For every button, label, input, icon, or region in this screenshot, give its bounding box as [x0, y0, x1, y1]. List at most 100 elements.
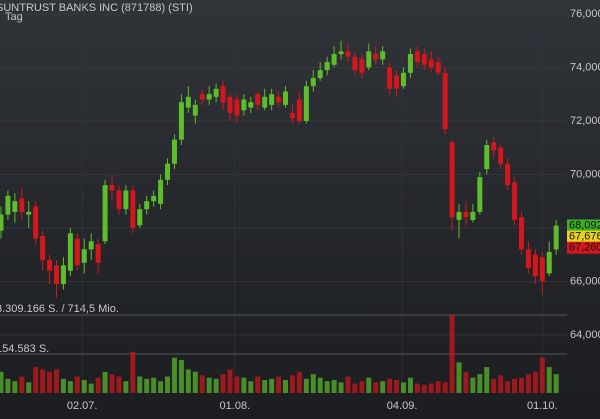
volume-bar [532, 371, 538, 393]
volume-bar [553, 374, 559, 393]
volume-bar [484, 367, 490, 393]
volume-bar [283, 380, 289, 393]
candle-body [387, 67, 393, 89]
candle-body [19, 198, 25, 212]
candle-body [532, 254, 538, 277]
candle-body [227, 96, 233, 113]
y-tick-label: 66,000 [570, 275, 600, 287]
volume-bar [185, 369, 191, 393]
volume-bar [442, 382, 448, 393]
candle-body [26, 211, 32, 215]
volume-bar [67, 381, 73, 393]
candle-body [449, 142, 455, 218]
volume-bar [74, 376, 80, 393]
volume-bar [525, 374, 531, 393]
y-tick-label: 74,000 [570, 61, 600, 73]
volume-annotation: 3.309.166 S. / 714,5 Mio. [0, 303, 119, 315]
volume-bar [5, 378, 11, 393]
candle-body [123, 190, 129, 210]
candle-body [414, 51, 420, 63]
candle-body [421, 54, 427, 65]
candle-body [498, 147, 504, 164]
volume-bar [158, 381, 164, 393]
candle-body [470, 211, 476, 220]
volume-bar [137, 376, 143, 393]
volume-bar [394, 380, 400, 393]
volume-bar [352, 383, 358, 393]
candle-body [234, 99, 240, 116]
chart-title: SUNTRUST BANKS INC (871788) (STI) [0, 2, 193, 14]
volume-annotation: 154.583 S. [0, 343, 49, 355]
volume-bar [428, 383, 434, 393]
candle-body [178, 102, 184, 140]
candle-body [158, 179, 164, 204]
volume-bar [387, 378, 393, 393]
candle-body [289, 112, 295, 119]
candle-body [525, 249, 531, 269]
volume-bar [102, 371, 108, 393]
volume-bar [88, 383, 94, 393]
volume-bar [463, 371, 469, 393]
candle-body [324, 62, 330, 71]
x-tick-label: 01.10. [527, 400, 558, 412]
candle-body [67, 233, 73, 271]
candle-body [116, 190, 122, 210]
candle-body [518, 217, 524, 250]
candle-body [88, 241, 94, 250]
x-tick-label: 01.08. [220, 400, 251, 412]
volume-bar [373, 382, 379, 393]
volume-bar [206, 377, 212, 393]
price-badge-label: 67,260 [569, 242, 600, 254]
volume-bar [269, 378, 275, 393]
price-badge [567, 219, 600, 232]
candle-body [255, 94, 261, 105]
candle-body [137, 209, 143, 226]
price-badge [567, 230, 600, 243]
price-badge [567, 241, 600, 254]
candle-body [380, 51, 386, 60]
volume-bar [60, 378, 66, 393]
candle-body [505, 163, 511, 186]
candle-body [442, 72, 448, 129]
volume-bar [81, 380, 87, 393]
volume-bar [491, 378, 497, 393]
y-tick-label: 72,000 [570, 115, 600, 127]
candle-body [95, 243, 101, 263]
candle-body [0, 214, 4, 231]
candle-body [262, 96, 268, 108]
volume-bar [116, 376, 122, 393]
volume-bar [276, 376, 282, 393]
volume-bar [366, 377, 372, 393]
candle-body [359, 59, 365, 73]
candle-body [40, 235, 46, 261]
y-tick-label: 70,000 [570, 168, 600, 180]
volume-bar [220, 374, 226, 393]
volume-bar [234, 376, 240, 393]
volume-bar [449, 315, 455, 393]
volume-bar [26, 382, 32, 393]
price-badge-label: 67,676 [569, 231, 600, 243]
volume-bar [331, 380, 337, 393]
candle-body [165, 163, 171, 180]
volume-bar [0, 371, 4, 393]
candle-body [12, 201, 18, 212]
volume-bar [400, 382, 406, 393]
volume-bar [324, 381, 330, 393]
candle-body [303, 86, 309, 121]
volume-bar [192, 371, 198, 393]
volume-bar [248, 381, 254, 393]
candle-body [74, 238, 80, 266]
candle-body [171, 139, 177, 164]
volume-bar [359, 381, 365, 393]
volume-bar [345, 376, 351, 393]
candle-body [5, 195, 11, 215]
chart-subtitle: Tag [5, 11, 23, 23]
candle-body [484, 145, 490, 170]
candle-body [463, 211, 469, 218]
volume-bar [255, 376, 261, 393]
candle-body [241, 99, 247, 111]
candle-body [47, 260, 53, 271]
volume-bar [477, 374, 483, 393]
candle-body [151, 195, 157, 202]
